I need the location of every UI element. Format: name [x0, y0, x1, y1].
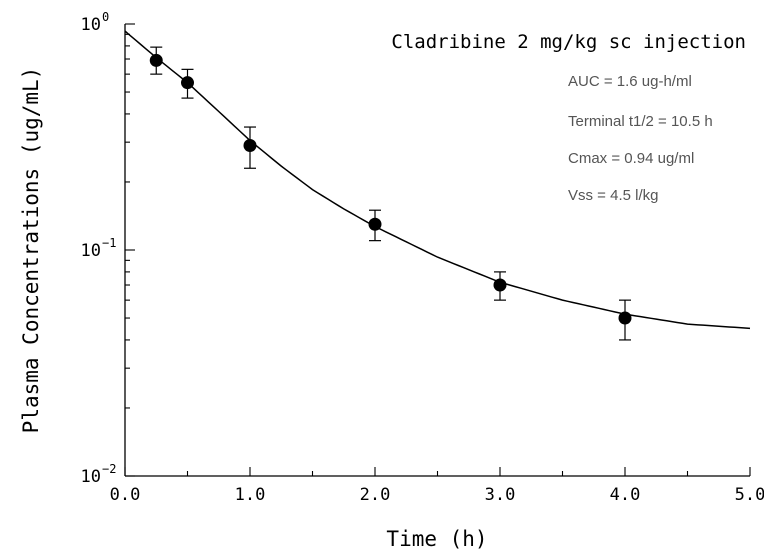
- annotation-text: Terminal t1/2 = 10.5 h: [568, 113, 713, 130]
- axes: [125, 24, 750, 476]
- x-tick-label: 2.0: [360, 485, 391, 505]
- x-tick-label: 0.0: [110, 485, 141, 505]
- data-point-group: [619, 300, 632, 340]
- data-point-group: [181, 69, 194, 98]
- data-point: [369, 218, 382, 231]
- data-point-group: [150, 47, 163, 74]
- data-point: [619, 312, 632, 325]
- data-points: [150, 47, 632, 340]
- y-tick-label: 10: [81, 241, 101, 261]
- x-tick-label: 5.0: [735, 485, 764, 505]
- data-point: [150, 54, 163, 67]
- y-tick-label: 10: [81, 15, 101, 35]
- y-tick-exponent: −2: [102, 462, 116, 476]
- x-tick-label: 3.0: [485, 485, 516, 505]
- data-point: [181, 76, 194, 89]
- x-tick-label: 4.0: [610, 485, 641, 505]
- y-tick-exponent: 0: [102, 10, 109, 24]
- data-point-group: [369, 210, 382, 240]
- chart-title: Cladribine 2 mg/kg sc injection: [391, 31, 746, 53]
- data-point-group: [494, 272, 507, 300]
- data-point: [494, 279, 507, 292]
- y-axis-label: Plasma Concentrations (ug/mL): [19, 67, 43, 434]
- annotation-text: Vss = 4.5 l/kg: [568, 187, 658, 204]
- data-point: [244, 139, 257, 152]
- annotation-text: AUC = 1.6 ug-h/ml: [568, 73, 692, 90]
- x-tick-label: 1.0: [235, 485, 266, 505]
- x-axis-label: Time (h): [386, 527, 487, 551]
- annotation-text: Cmax = 0.94 ug/ml: [568, 150, 694, 167]
- annotations: AUC = 1.6 ug-h/ml Terminal t1/2 = 10.5 h C…: [568, 73, 713, 204]
- data-point-group: [244, 127, 257, 168]
- y-tick-label: 10: [81, 467, 101, 487]
- y-tick-exponent: −1: [102, 236, 116, 250]
